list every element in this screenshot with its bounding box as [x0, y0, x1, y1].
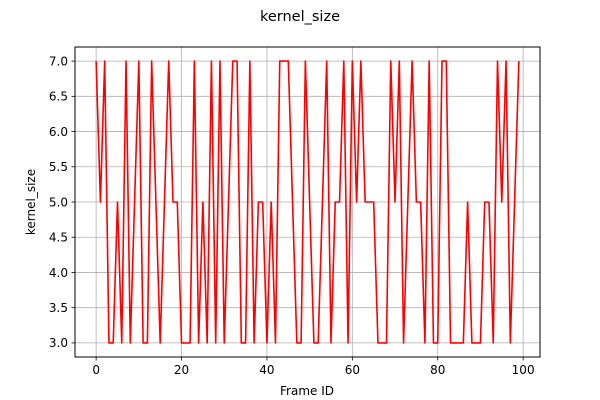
- y-tick-label: 6.5: [49, 90, 68, 104]
- y-axis-label: kernel_size: [24, 169, 38, 235]
- x-axis-label: Frame ID: [280, 384, 334, 398]
- data-layer: [95, 60, 520, 344]
- y-tick-label: 3.0: [49, 336, 68, 350]
- y-tick-label: 5.0: [49, 195, 68, 209]
- y-tick-label: 3.5: [49, 301, 68, 315]
- x-tick-label: 100: [512, 363, 535, 377]
- x-tick-label: 40: [259, 363, 274, 377]
- x-axis-ticks: 0 20 40 60 80 100: [92, 357, 535, 377]
- y-tick-label: 4.0: [49, 266, 68, 280]
- x-tick-label: 60: [345, 363, 360, 377]
- y-tick-label: 5.5: [49, 160, 68, 174]
- y-tick-label: 7.0: [49, 54, 68, 68]
- y-axis-ticks: 3.0 3.5 4.0 4.5 5.0 5.5 6.0 6.5 7.0: [49, 54, 75, 350]
- chart-title: kernel_size: [260, 9, 340, 25]
- y-tick-label: 4.5: [49, 231, 68, 245]
- x-tick-label: 0: [92, 363, 100, 377]
- series-line: [95, 60, 520, 344]
- y-tick-label: 6.0: [49, 125, 68, 139]
- x-tick-label: 80: [430, 363, 445, 377]
- x-tick-label: 20: [174, 363, 189, 377]
